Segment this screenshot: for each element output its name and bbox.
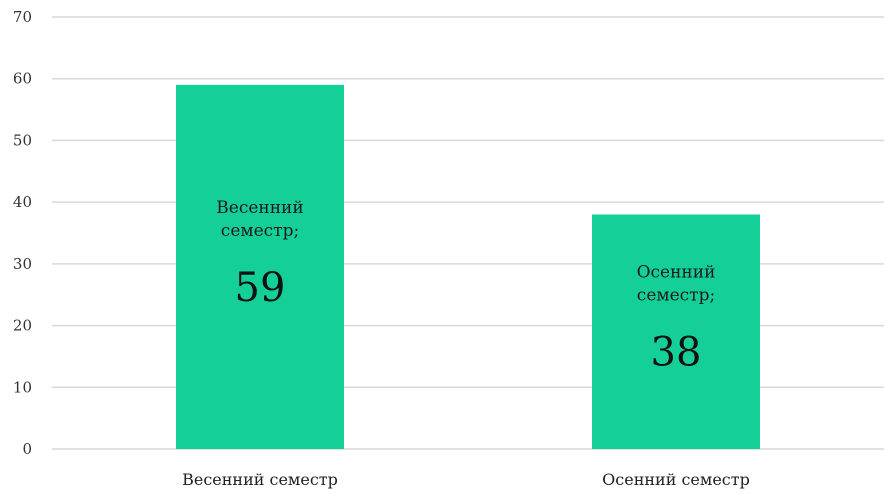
y-tick-label: 40: [13, 193, 32, 211]
bars: [176, 84, 760, 449]
x-category-label: Осенний семестр: [602, 470, 750, 489]
bar-data-label-name: семестр;: [221, 221, 299, 241]
bar: [176, 84, 344, 449]
bar-data-label-value: 38: [651, 330, 702, 376]
y-axis-tick-labels: 0 10 20 30 40 50 60 70: [13, 8, 32, 458]
y-tick-label: 50: [13, 131, 32, 149]
bar-data-label-name: Осенний: [637, 263, 716, 283]
x-category-label: Весенний семестр: [182, 470, 338, 489]
bar-data-label-name: семестр;: [637, 286, 715, 306]
y-tick-label: 0: [22, 440, 32, 458]
y-tick-label: 10: [13, 378, 32, 396]
x-axis-category-labels: Весенний семестр Осенний семестр: [182, 470, 750, 489]
y-tick-label: 70: [13, 8, 32, 26]
bar-data-label-value: 59: [235, 265, 286, 311]
bar-data-label-name: Весенний: [216, 198, 303, 218]
y-tick-label: 20: [13, 317, 32, 335]
y-tick-label: 60: [13, 70, 32, 88]
y-tick-label: 30: [13, 255, 32, 273]
bar: [592, 214, 760, 449]
bar-data-labels: Весенний семестр; 59 Осенний семестр; 38: [216, 198, 715, 376]
